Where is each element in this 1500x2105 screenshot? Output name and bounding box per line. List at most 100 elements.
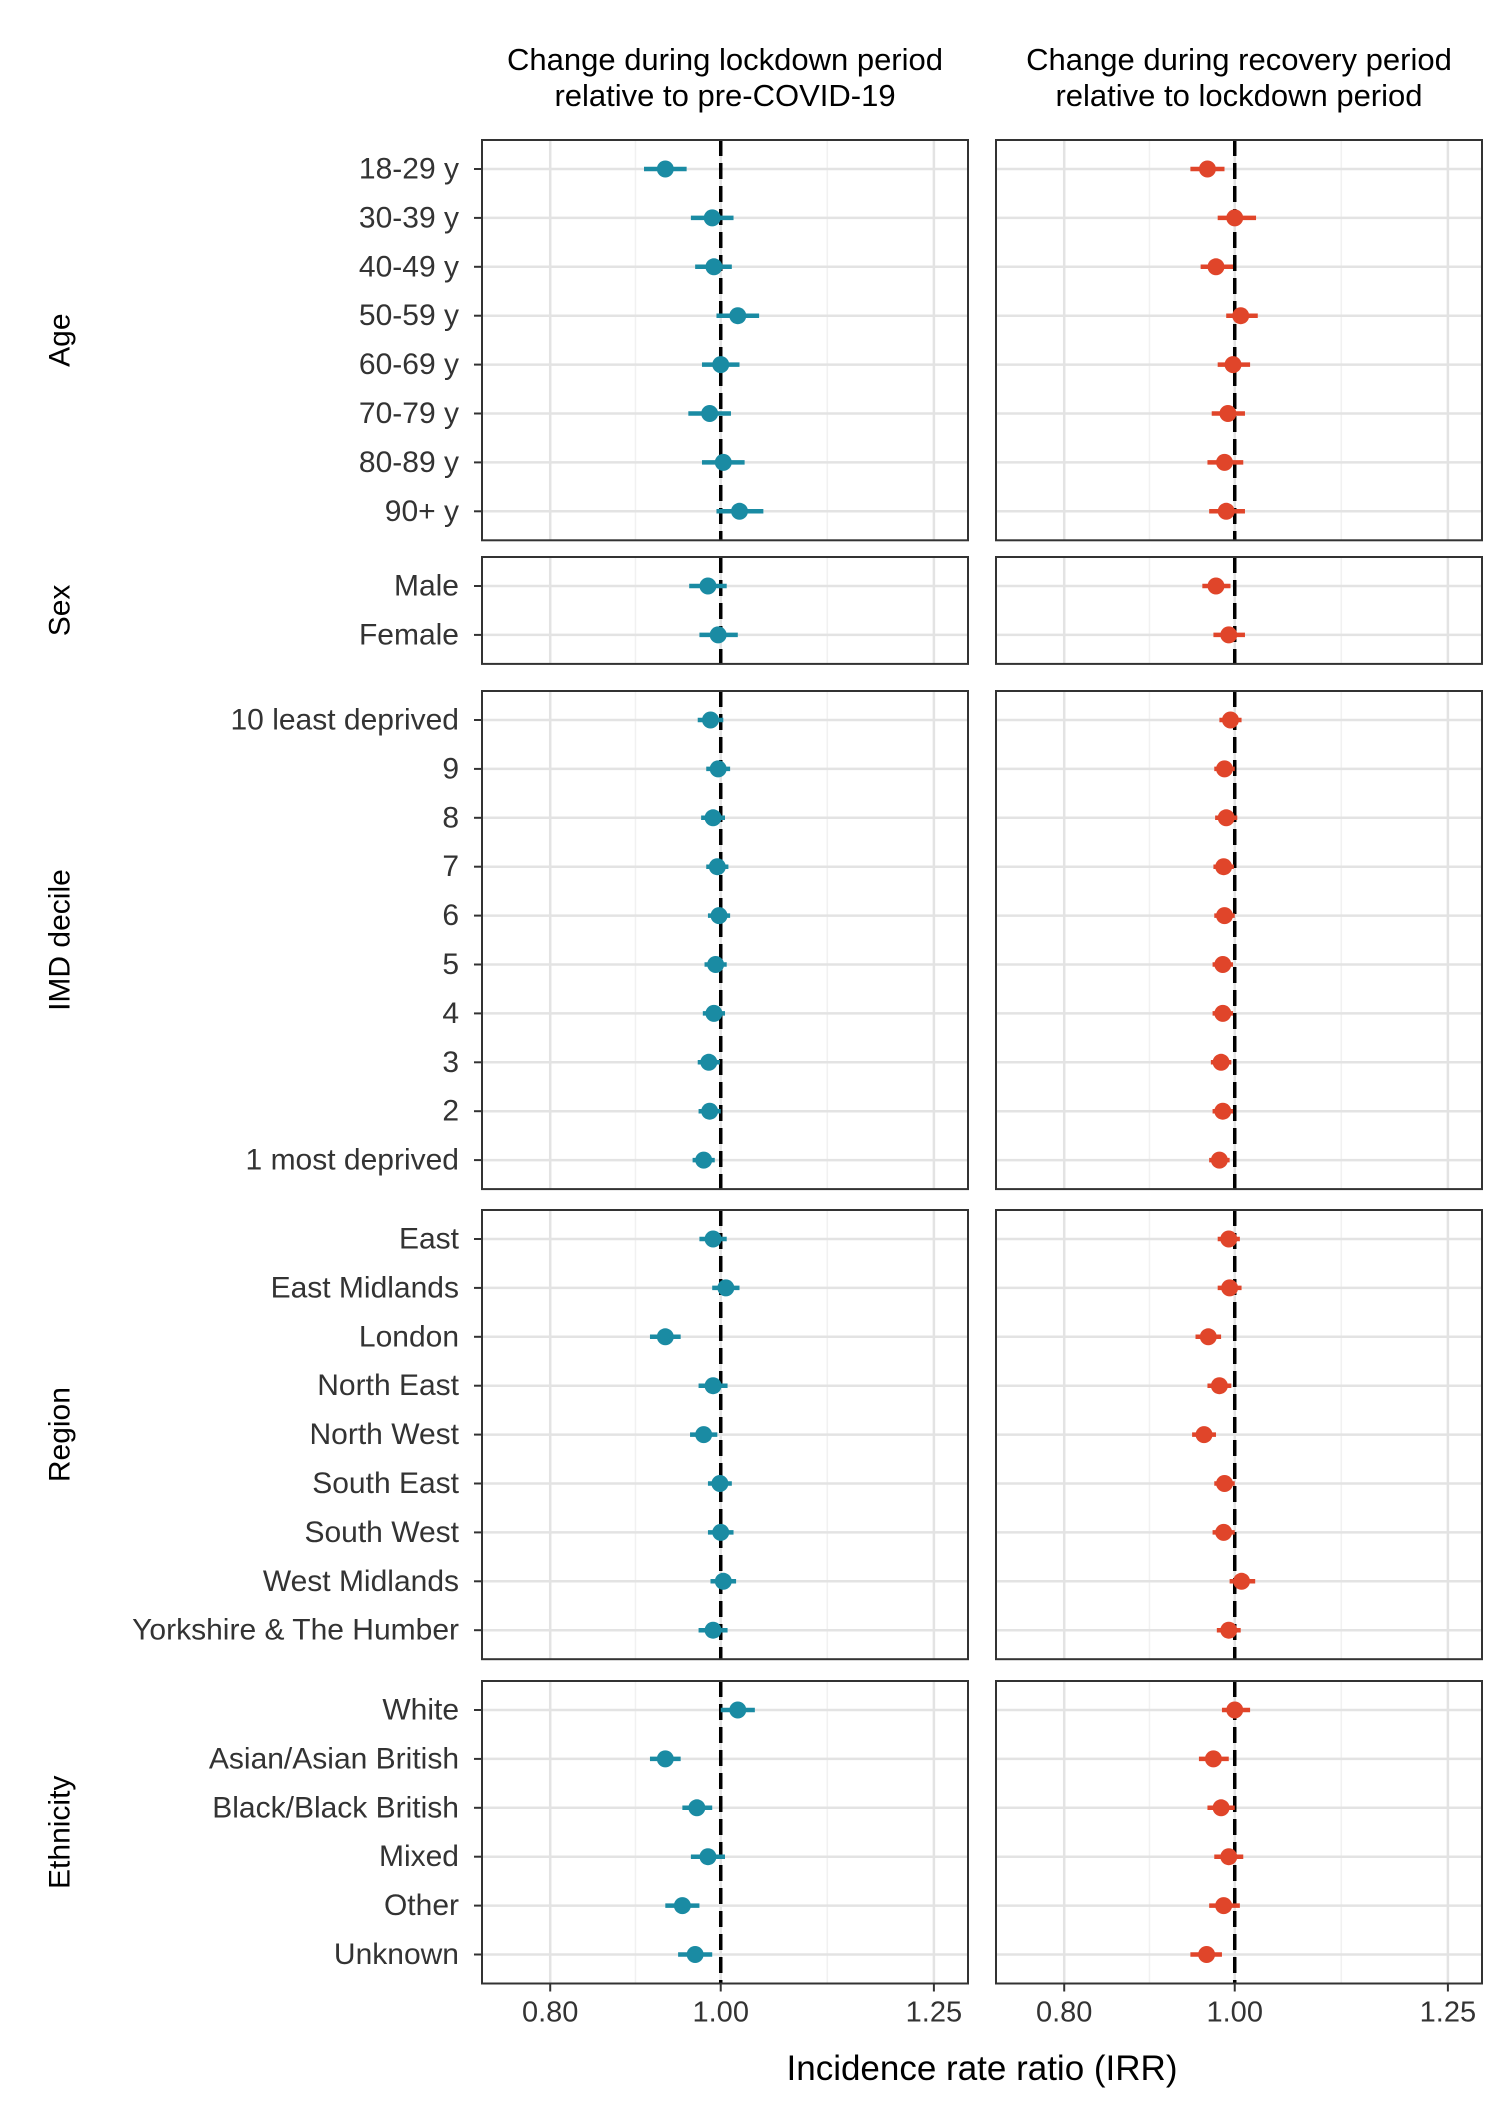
panel-background — [996, 557, 1482, 664]
column-title-lockdown-line2: relative to pre-COVID-19 — [554, 78, 895, 113]
row-label-imd-decile-7: 7 — [442, 850, 459, 883]
row-label-imd-decile-10-least-deprived: 10 least deprived — [231, 704, 460, 737]
row-label-age-18-29-y: 18-29 y — [359, 153, 459, 186]
point-lockdown-age-18-29-y — [656, 160, 674, 178]
x-tick-label: 1.25 — [906, 1997, 962, 2029]
x-tick-label: 1.00 — [1207, 1997, 1263, 2029]
row-label-ethnicity-asian-asian-british: Asian/Asian British — [209, 1742, 459, 1775]
point-recovery-region-london — [1199, 1328, 1217, 1346]
row-label-age-90-y: 90+ y — [385, 495, 459, 528]
point-recovery-imd-decile-9 — [1216, 760, 1234, 778]
panel-border — [481, 1680, 969, 1985]
point-recovery-region-yorkshire-the-humber — [1220, 1621, 1238, 1639]
point-recovery-ethnicity-white — [1226, 1701, 1244, 1719]
point-recovery-ethnicity-unknown — [1198, 1946, 1216, 1963]
column-title-lockdown-line1: Change during lockdown period — [507, 42, 943, 77]
group-label-imd-decile: IMD decile — [44, 869, 77, 1011]
panel-border — [481, 1209, 969, 1661]
panel-background — [996, 140, 1482, 541]
row-label-region-london: London — [359, 1320, 459, 1353]
row-label-age-80-89-y: 80-89 y — [359, 446, 459, 479]
row-label-imd-decile-1-most-deprived: 1 most deprived — [246, 1144, 459, 1177]
point-recovery-imd-decile-1-most-deprived — [1210, 1151, 1228, 1169]
panel-background — [482, 557, 968, 664]
row-label-region-south-east: South East — [312, 1467, 459, 1500]
panel-background — [482, 691, 968, 1190]
point-lockdown-region-east-midlands — [717, 1279, 735, 1297]
point-recovery-imd-decile-8 — [1217, 809, 1235, 827]
panel-border — [995, 690, 1483, 1191]
point-recovery-region-east — [1220, 1230, 1238, 1248]
row-label-ethnicity-white: White — [382, 1694, 459, 1727]
panel-background — [996, 691, 1482, 1190]
point-lockdown-ethnicity-black-black-british — [688, 1799, 706, 1817]
point-recovery-region-east-midlands — [1221, 1279, 1239, 1297]
point-lockdown-ethnicity-white — [729, 1701, 747, 1719]
row-label-age-60-69-y: 60-69 y — [359, 348, 459, 381]
point-lockdown-sex-male — [699, 577, 717, 595]
point-lockdown-region-north-east — [704, 1377, 722, 1395]
point-recovery-imd-decile-7 — [1215, 858, 1233, 876]
point-lockdown-imd-decile-6 — [710, 907, 728, 925]
point-lockdown-region-london — [656, 1328, 674, 1346]
point-lockdown-imd-decile-5 — [707, 956, 725, 973]
point-lockdown-imd-decile-2 — [701, 1102, 719, 1120]
point-lockdown-region-south-west — [712, 1523, 730, 1541]
point-recovery-region-south-east — [1216, 1475, 1234, 1492]
panel-border — [995, 139, 1483, 542]
row-label-imd-decile-6: 6 — [442, 899, 459, 932]
row-label-imd-decile-9: 9 — [442, 752, 459, 785]
point-lockdown-age-70-79-y — [701, 405, 719, 422]
point-recovery-region-north-west — [1195, 1426, 1213, 1444]
point-recovery-sex-male — [1207, 577, 1225, 595]
row-label-age-40-49-y: 40-49 y — [359, 250, 459, 283]
column-title-recovery-line2: relative to lockdown period — [1055, 78, 1422, 113]
row-label-sex-male: Male — [394, 570, 459, 603]
point-lockdown-imd-decile-7 — [708, 858, 726, 876]
point-lockdown-ethnicity-unknown — [686, 1946, 704, 1963]
row-label-region-east-midlands: East Midlands — [271, 1271, 459, 1304]
row-label-region-north-west: North West — [310, 1418, 460, 1451]
row-label-imd-decile-5: 5 — [442, 948, 459, 981]
point-lockdown-age-30-39-y — [703, 209, 721, 227]
panel-border — [481, 556, 969, 665]
point-recovery-imd-decile-4 — [1214, 1004, 1232, 1022]
point-lockdown-imd-decile-4 — [705, 1004, 723, 1022]
panel-background — [482, 140, 968, 541]
row-label-imd-decile-4: 4 — [442, 997, 459, 1030]
point-lockdown-imd-decile-9 — [709, 760, 727, 778]
row-label-region-north-east: North East — [317, 1369, 459, 1402]
x-tick-label: 1.00 — [693, 1997, 749, 2029]
x-tick-label: 0.80 — [522, 1997, 578, 2029]
point-lockdown-sex-female — [709, 626, 727, 644]
group-label-region: Region — [44, 1387, 77, 1482]
row-label-region-west-midlands: West Midlands — [263, 1565, 459, 1598]
row-label-imd-decile-3: 3 — [442, 1046, 459, 1079]
row-label-ethnicity-black-black-british: Black/Black British — [212, 1791, 459, 1824]
panel-border — [481, 139, 969, 542]
point-recovery-imd-decile-5 — [1214, 956, 1232, 973]
row-label-age-70-79-y: 70-79 y — [359, 397, 459, 430]
panel-border — [481, 690, 969, 1191]
row-label-age-30-39-y: 30-39 y — [359, 201, 459, 234]
point-recovery-region-north-east — [1210, 1377, 1228, 1395]
point-lockdown-age-60-69-y — [712, 356, 730, 374]
point-lockdown-region-north-west — [695, 1426, 713, 1444]
point-recovery-sex-female — [1220, 626, 1238, 644]
x-tick-label: 0.80 — [1036, 1997, 1092, 2029]
point-lockdown-ethnicity-asian-asian-british — [656, 1750, 674, 1768]
row-label-imd-decile-8: 8 — [442, 801, 459, 834]
row-label-ethnicity-other: Other — [384, 1889, 459, 1922]
point-recovery-age-18-29-y — [1198, 160, 1216, 178]
row-label-region-east: East — [399, 1223, 460, 1256]
row-label-region-south-west: South West — [304, 1516, 459, 1549]
point-lockdown-age-40-49-y — [705, 258, 723, 276]
point-lockdown-region-south-east — [711, 1475, 729, 1492]
column-titles: Change during lockdown period relative t… — [507, 42, 1452, 113]
point-recovery-ethnicity-mixed — [1220, 1848, 1238, 1866]
point-recovery-imd-decile-2 — [1214, 1102, 1232, 1120]
point-recovery-age-30-39-y — [1226, 209, 1244, 227]
point-recovery-ethnicity-asian-asian-british — [1204, 1750, 1222, 1768]
